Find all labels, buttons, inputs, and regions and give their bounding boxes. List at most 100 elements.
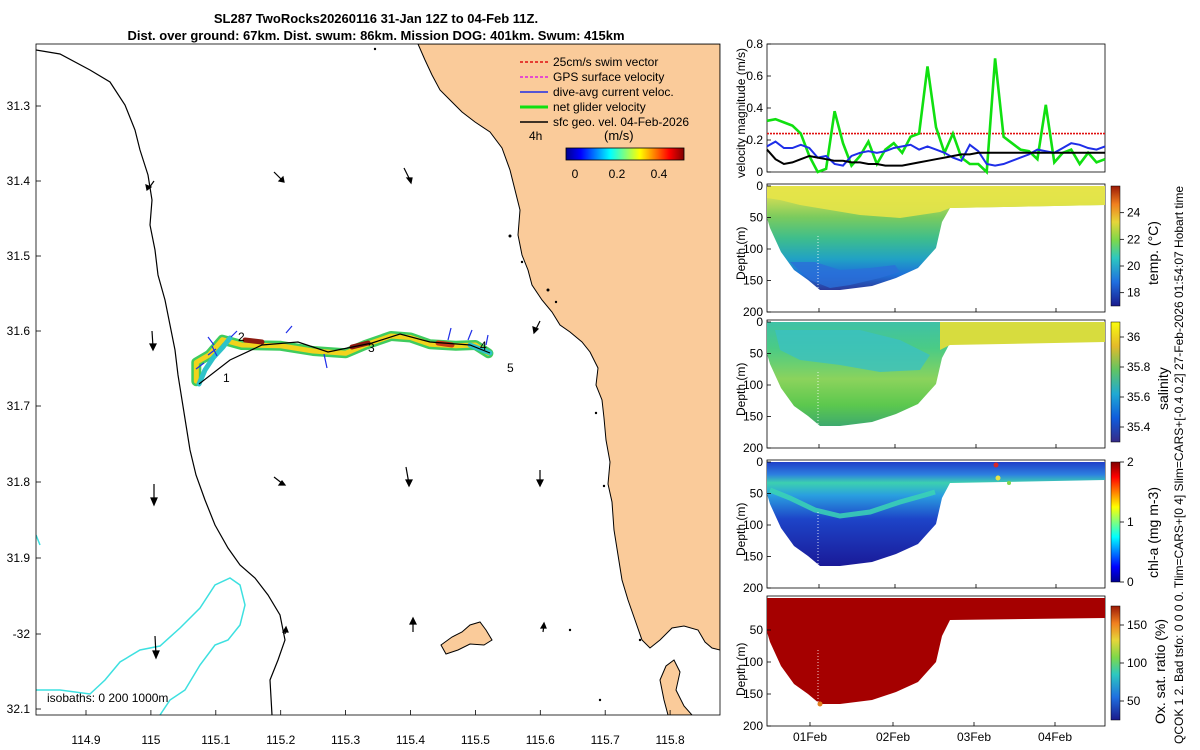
isobath-200m <box>36 49 286 715</box>
velocity-panel: 0 0.2 0.4 0.6 0.8 velocity magnitude (m/s) <box>734 37 1106 179</box>
depth-tick-label: 150 <box>743 410 763 424</box>
glider-track: 1 2 3 4 5 <box>191 325 514 387</box>
legend-gps-velocity: GPS surface velocity <box>520 70 664 84</box>
velocity-ylabel: velocity magnitude (m/s) <box>734 48 748 178</box>
lon-tick-label: 115.8 <box>656 733 685 747</box>
chla-hotspot <box>993 462 999 468</box>
legend-sfc-label: sfc geo. vel. 04-Feb-2026 <box>553 115 689 129</box>
legend-swim-vector: 25cm/s swim vector <box>520 55 658 69</box>
lon-tick-label: 115 <box>141 733 160 747</box>
ox-colorbar <box>1110 605 1121 721</box>
lon-tick-label: 114.9 <box>71 733 100 747</box>
colorbar-tick-label: 24 <box>1127 206 1141 220</box>
sal-cyan-core <box>775 330 930 372</box>
time-tick-label: 03Feb <box>957 730 991 744</box>
chla-axes: 0 50 100 150 200 0 1 2 <box>743 455 1134 595</box>
depth-tick-label: 150 <box>743 550 763 564</box>
map-lat-axis: 31.3 31.4 31.5 31.6 31.7 31.8 31.9 -32 32.1 <box>7 99 41 716</box>
dive-avg-arrow <box>207 336 215 346</box>
colorbar-tick-label: 20 <box>1127 259 1141 273</box>
colorbar-tick-label: 100 <box>1127 656 1147 670</box>
lat-tick-label: 31.5 <box>7 249 31 263</box>
speed-colorbar <box>565 147 685 161</box>
colorbar-tick-label: 150 <box>1127 618 1147 632</box>
sal-colorbar <box>1110 321 1121 443</box>
temp-warm-layer <box>767 186 1105 218</box>
chla-max-layer <box>769 487 936 519</box>
ox-clabel: Ox. sat. ratio (%) <box>1152 619 1168 724</box>
depth-tick-label: 50 <box>750 623 764 637</box>
sal-ylabel: Depth (m) <box>734 363 748 416</box>
sfc-geo-arrowhead <box>145 184 153 192</box>
lon-tick-label: 115.4 <box>396 733 425 747</box>
dive-avg-arrows <box>195 325 489 370</box>
sfc-geo-arrowhead <box>149 343 157 352</box>
legend-interval: 4h <box>529 129 542 143</box>
chla-ylabel: Depth (m) <box>734 503 748 556</box>
track-label-3: 3 <box>368 341 375 355</box>
lon-tick-label: 115.1 <box>201 733 230 747</box>
legend-gps-label: GPS surface velocity <box>553 70 664 84</box>
time-tick-label: 04Feb <box>1038 730 1072 744</box>
dive-avg-arrow <box>195 362 205 370</box>
track-segment-slow <box>196 335 233 387</box>
depth-tick-label: 50 <box>750 347 764 361</box>
oxygen-panel: 50 100 150 200 50 100 150 Depth (m) Ox. sat. r… <box>734 595 1168 744</box>
vel-ytick-label: 0.2 <box>746 133 763 147</box>
chla-hotspot <box>995 475 1001 481</box>
lon-tick-label: 115.7 <box>591 733 620 747</box>
sfc-geo-arrowhead <box>532 326 540 335</box>
vel-ytick-label: 0.8 <box>746 37 763 51</box>
dive-avg-arrow <box>447 327 452 341</box>
track-label-5: 5 <box>507 361 514 375</box>
sfc-geo-arrowhead <box>539 621 547 629</box>
garden-island <box>659 659 693 715</box>
depth-tick-label: 100 <box>743 378 763 392</box>
sfc-geo-arrowhead <box>536 479 544 488</box>
coastal-rocks <box>373 47 642 702</box>
depth-tick-label: 100 <box>743 242 763 256</box>
legend-dive-label: dive-avg current veloc. <box>553 85 674 99</box>
ox-ylabel: Depth (m) <box>734 643 748 696</box>
depth-tick-label: 150 <box>743 274 763 288</box>
isobaths-label: isobaths: 0 200 1000m <box>47 691 168 705</box>
dive-avg-arrow <box>230 330 238 338</box>
lat-tick-label: 31.3 <box>7 99 31 113</box>
legend-sfc-geo: sfc geo. vel. 04-Feb-2026 <box>520 115 689 129</box>
net-velocity-path <box>198 333 491 385</box>
map-frame <box>35 43 721 716</box>
vel-series-dive-avg-current <box>766 140 1106 167</box>
depth-tick-label: 0 <box>756 315 763 329</box>
map-lon-axis: 114.9 115 115.1 115.2 115.3 115.4 115.5 115.6 11… <box>71 710 685 747</box>
sfc-geo-arrowhead <box>409 616 417 625</box>
colorbar-tick-label: 35.8 <box>1127 360 1151 374</box>
lat-tick-label: 31.6 <box>7 324 31 338</box>
lat-tick-label: -32 <box>13 627 31 641</box>
vel-series-net-glider-velocity <box>766 58 1106 175</box>
figure-title-line2: Dist. over ground: 67km. Dist. swum: 86k… <box>127 28 624 43</box>
colorbar-tick-label: 35.4 <box>1127 420 1151 434</box>
ox-axes: 50 100 150 200 50 100 150 <box>743 618 1147 733</box>
colorbar-tick-label: 2 <box>1127 455 1134 469</box>
side-annotation: QCOK 1 2. Bad tsfo: 0 0 0 0. Tlim=CARS+[… <box>1172 186 1186 744</box>
ox-low-spot <box>817 701 823 707</box>
legend-swim-label: 25cm/s swim vector <box>553 55 658 69</box>
track-label-4: 4 <box>480 339 487 353</box>
lat-tick-label: 31.4 <box>7 174 31 188</box>
lat-tick-label: 31.8 <box>7 475 31 489</box>
temperature-panel: 0 50 100 150 200 18 20 22 24 Depth (m) temp. (°C… <box>734 179 1161 319</box>
sfc-geo-arrowhead <box>405 177 413 185</box>
map-legend: 25cm/s swim vector GPS surface velocity … <box>520 55 689 181</box>
legend-net-label: net glider velocity <box>553 100 646 114</box>
vel-series-sfc-geo-vel- <box>766 148 1105 167</box>
depth-tick-label: 0 <box>756 455 763 469</box>
chla-colorbar <box>1110 461 1121 583</box>
track-label-1: 1 <box>223 371 230 385</box>
depth-tick-label: 50 <box>750 211 764 225</box>
rottnest-island <box>440 621 493 655</box>
depth-tick-label: 200 <box>743 581 763 595</box>
depth-tick-label: 200 <box>743 719 763 733</box>
colorbar-tick-label: 36 <box>1127 330 1141 344</box>
vel-ytick-label: 0 <box>756 165 763 179</box>
colorbar-tick-0: 0 <box>572 167 579 181</box>
